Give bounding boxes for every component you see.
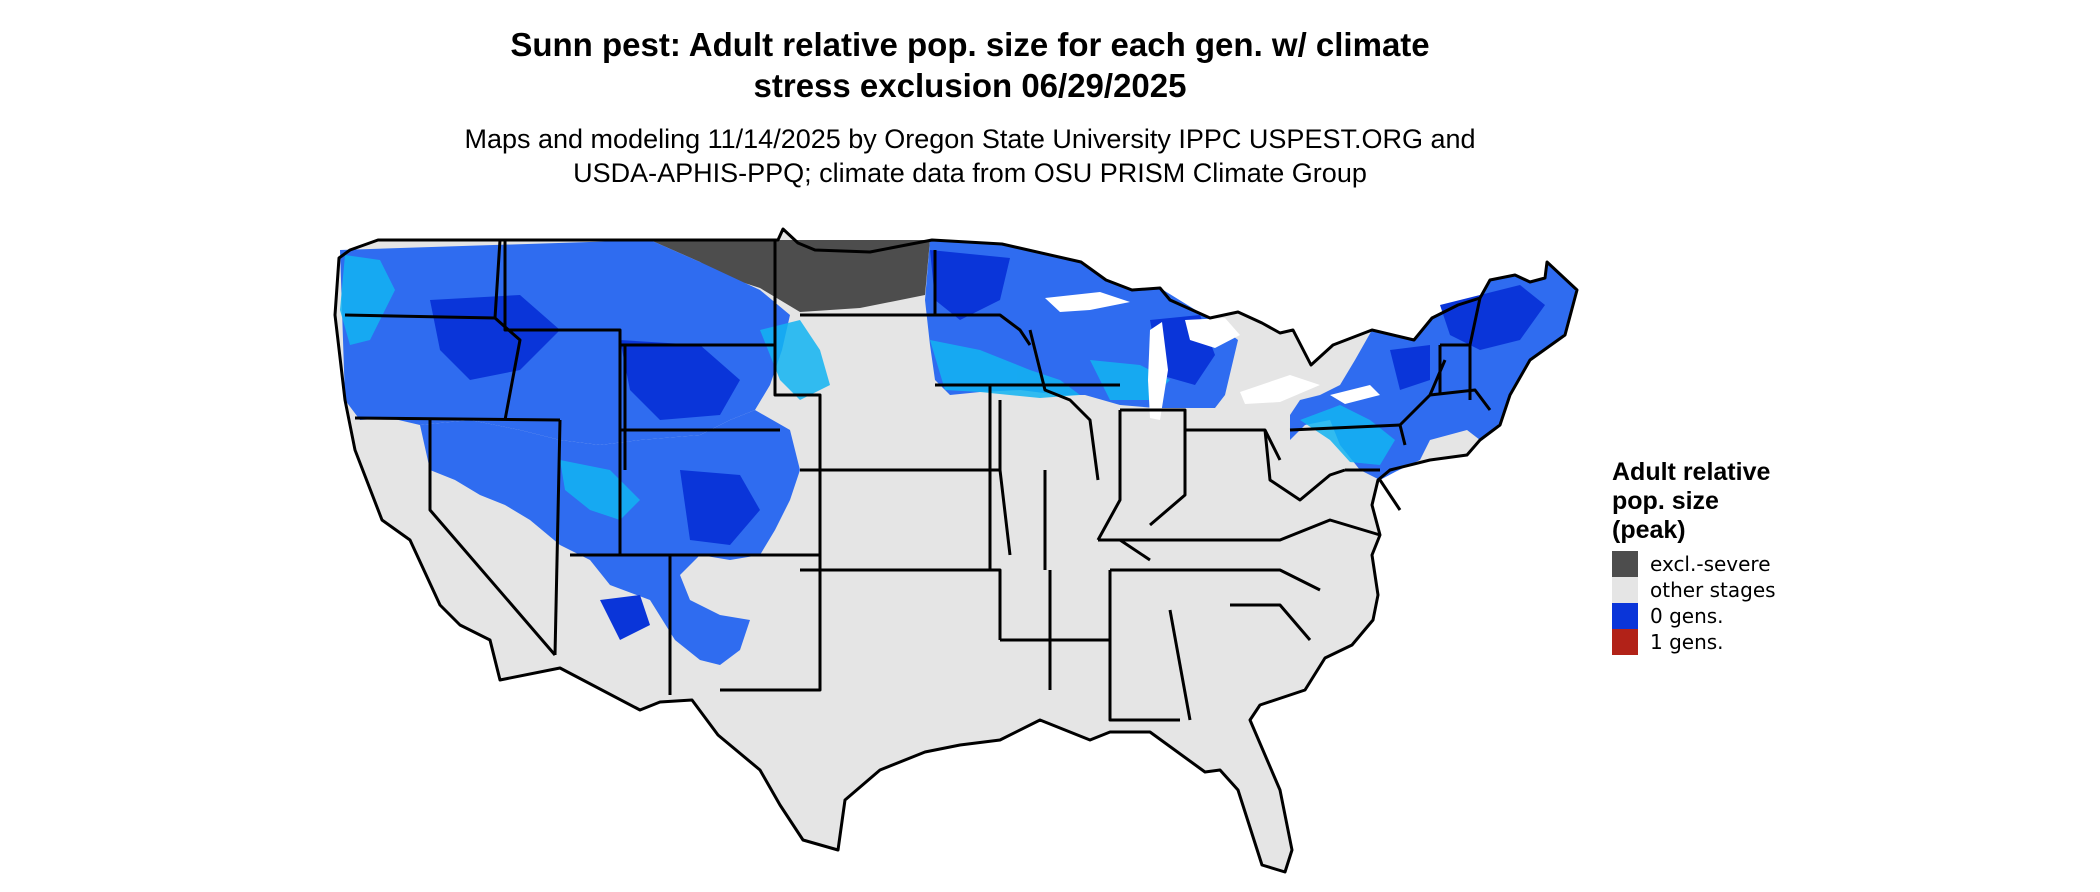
legend-title: Adult relative pop. size (peak) <box>1612 458 1812 545</box>
legend-item-other-stages: other stages <box>1612 577 1812 603</box>
map-subtitle-line-1: Maps and modeling 11/14/2025 by Oregon S… <box>464 124 1476 154</box>
legend-label-excl-severe: excl.-severe <box>1650 552 1771 576</box>
great-lakes <box>1045 292 1380 420</box>
legend-item-1-gens: 1 gens. <box>1612 629 1812 655</box>
legend-label-1-gens: 1 gens. <box>1650 630 1724 654</box>
excluded-severe-region <box>650 240 930 312</box>
legend-label-other-stages: other stages <box>1650 578 1776 602</box>
legend-label-0-gens: 0 gens. <box>1650 604 1724 628</box>
legend-item-0-gens: 0 gens. <box>1612 603 1812 629</box>
legend-swatch-other-stages <box>1612 577 1638 603</box>
map-subtitle-line-2: USDA-APHIS-PPQ; climate data from OSU PR… <box>573 158 1367 188</box>
legend-swatch-0-gens <box>1612 603 1638 629</box>
map-title-line-1: Sunn pest: Adult relative pop. size for … <box>510 26 1430 63</box>
legend-title-line-2: pop. size <box>1612 487 1719 515</box>
legend: Adult relative pop. size (peak) excl.-se… <box>1612 458 1812 655</box>
legend-swatch-excl-severe <box>1612 551 1638 577</box>
legend-swatch-1-gens <box>1612 629 1638 655</box>
legend-title-line-1: Adult relative <box>1612 458 1771 486</box>
map-subtitle: Maps and modeling 11/14/2025 by Oregon S… <box>340 122 1600 190</box>
map-title-line-2: stress exclusion 06/29/2025 <box>753 67 1187 104</box>
legend-item-excl-severe: excl.-severe <box>1612 551 1812 577</box>
map-title: Sunn pest: Adult relative pop. size for … <box>340 24 1600 106</box>
legend-title-line-3: (peak) <box>1612 516 1686 544</box>
legend-items: excl.-severe other stages 0 gens. 1 gens… <box>1612 551 1812 655</box>
state-borders <box>333 227 1579 874</box>
